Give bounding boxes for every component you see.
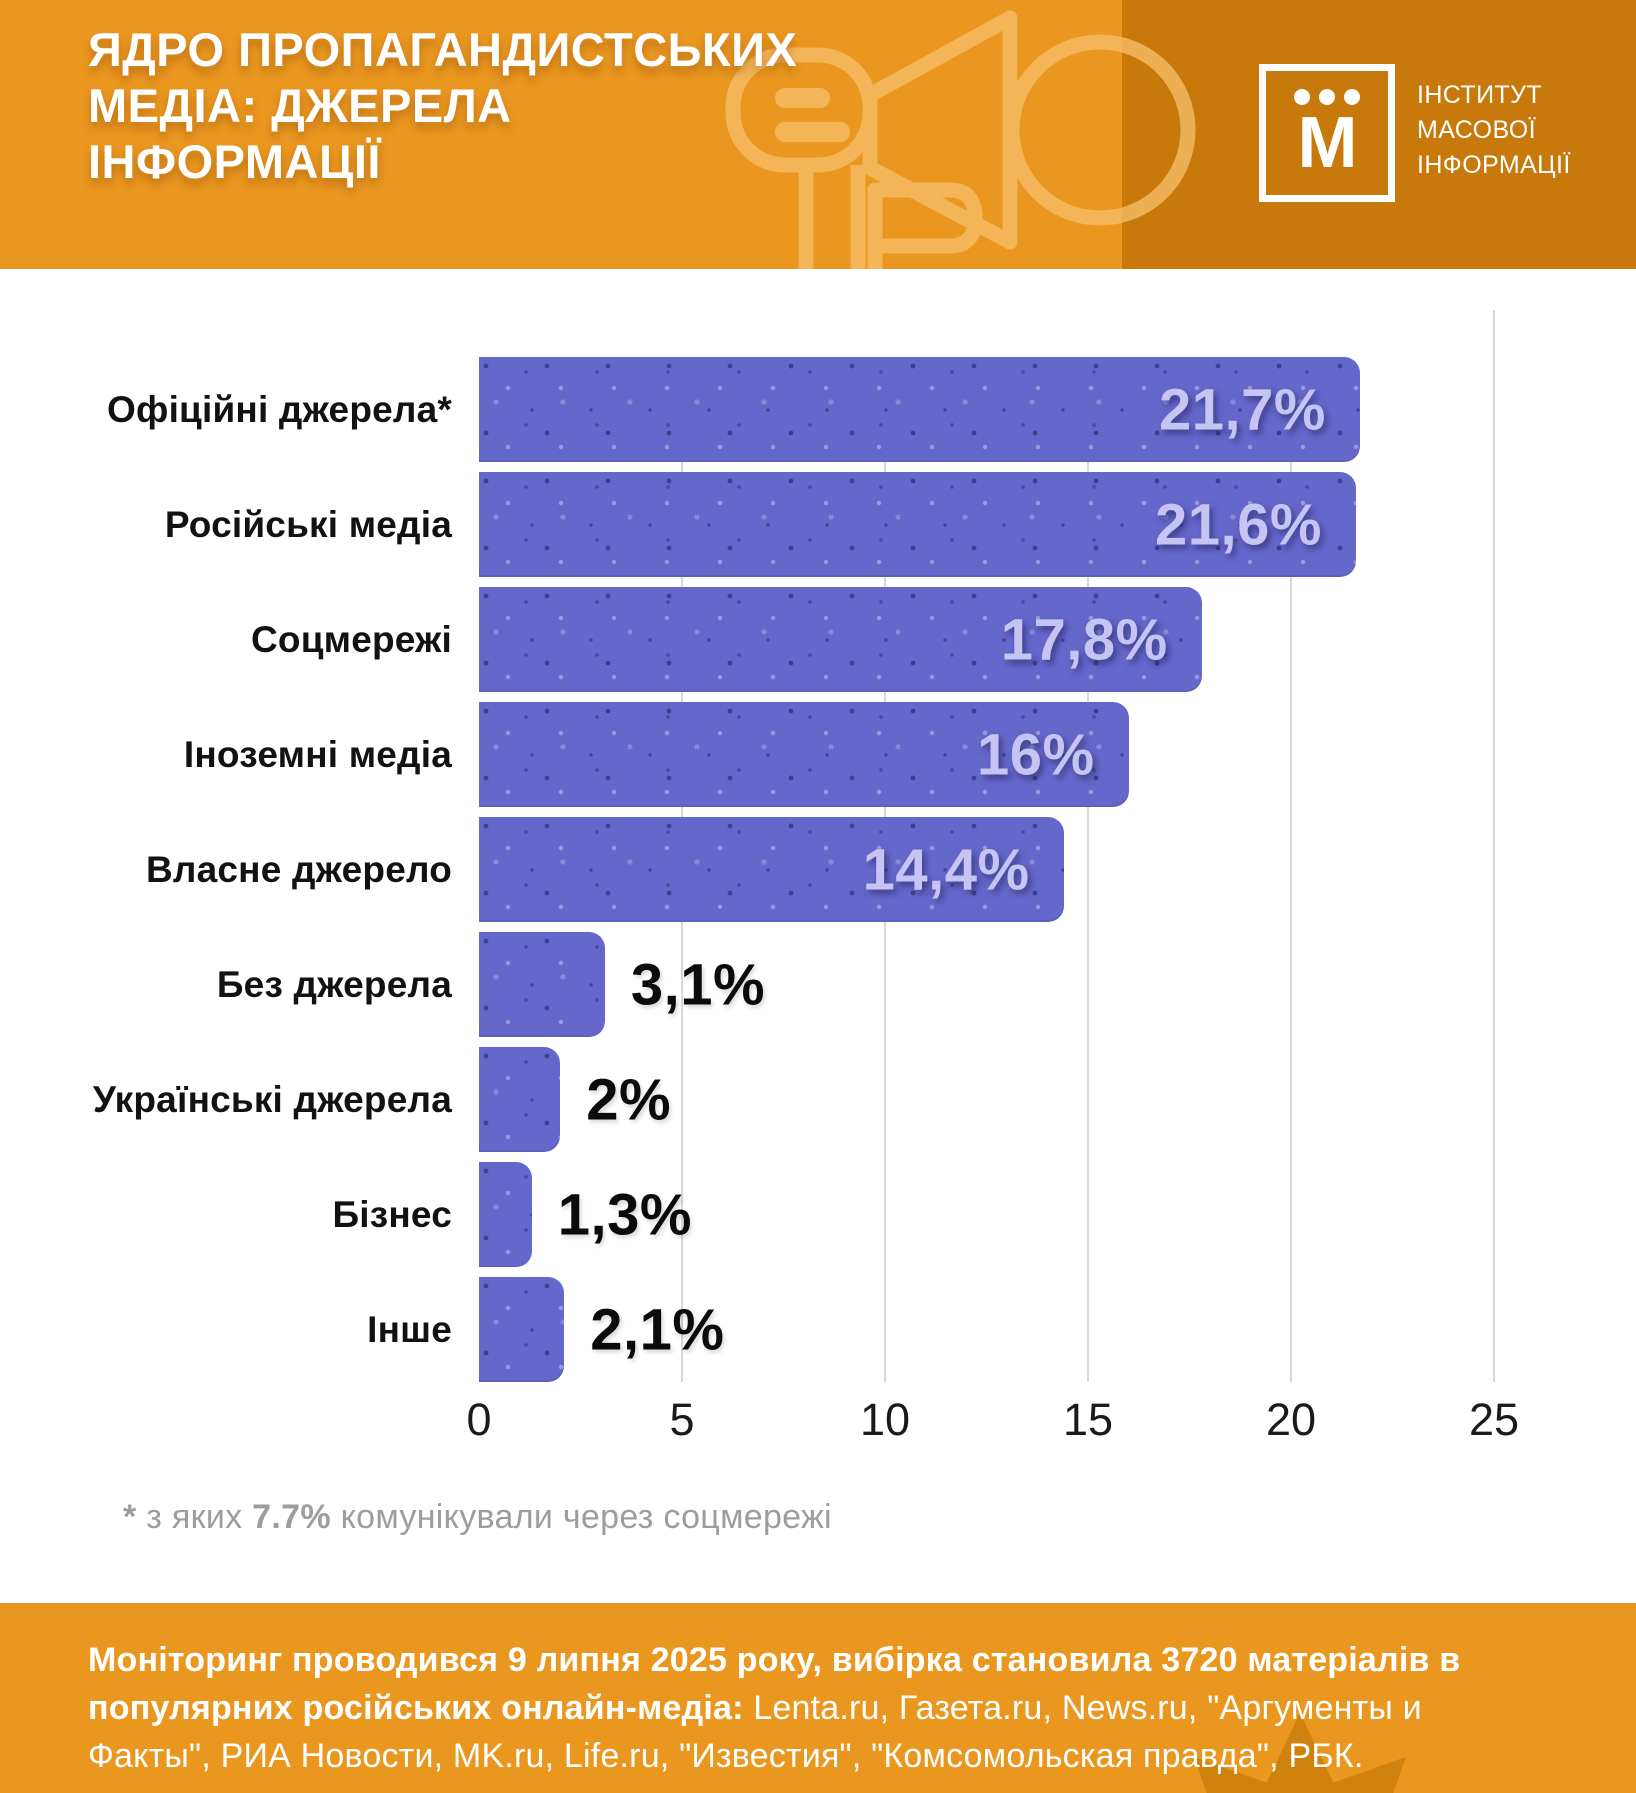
category-label: Українські джерела bbox=[92, 1078, 452, 1120]
footer-bold-text: Моніторинг проводився 9 липня 2025 року,… bbox=[88, 1641, 1461, 1727]
axis-tick-label: 5 bbox=[669, 1394, 695, 1445]
imi-logo: М ІНСТИТУТ МАСОВОЇ ІНФОРМАЦІЇ bbox=[1259, 64, 1571, 202]
bar-track: 16% bbox=[479, 702, 1494, 807]
footer: Моніторинг проводився 9 липня 2025 року,… bbox=[0, 1603, 1636, 1793]
page-title: ЯДРО ПРОПАГАНДИСТСЬКИХ МЕДІА: ДЖЕРЕЛА ІН… bbox=[88, 23, 798, 188]
bar-chart: Офіційні джерела* 21,7% Російські медіа … bbox=[0, 310, 1636, 1454]
bar-track: 21,7% bbox=[479, 357, 1494, 462]
bar-row: Іноземні медіа 16% bbox=[0, 702, 1636, 807]
value-label: 21,7% bbox=[1159, 377, 1327, 442]
axis-tick-label: 15 bbox=[1062, 1394, 1114, 1445]
bar-row: Українські джерела 2% bbox=[0, 1047, 1636, 1152]
footnote-star: * bbox=[123, 1498, 137, 1536]
bar: 16% bbox=[479, 702, 1129, 807]
value-label: 17,8% bbox=[1000, 607, 1168, 672]
bar bbox=[479, 1277, 565, 1382]
bar-track: 1,3% bbox=[479, 1162, 1494, 1267]
bar-track: 17,8% bbox=[479, 587, 1494, 692]
category-label: Соцмережі bbox=[250, 618, 452, 660]
category-label: Офіційні джерела* bbox=[107, 388, 452, 430]
megaphone-icon bbox=[725, 10, 1196, 269]
value-label: 2% bbox=[586, 1067, 672, 1132]
value-label: 14,4% bbox=[862, 837, 1030, 902]
value-label: 16% bbox=[977, 722, 1095, 787]
axis-tick-label: 20 bbox=[1265, 1394, 1317, 1445]
bar: 21,6% bbox=[479, 472, 1356, 577]
category-label: Російські медіа bbox=[164, 503, 452, 545]
x-axis: 0 5 10 15 20 25 bbox=[466, 1382, 1519, 1454]
header-right-panel bbox=[1122, 0, 1636, 269]
imi-logo-mark: М bbox=[1259, 64, 1395, 202]
bar-row: Бізнес 1,3% bbox=[0, 1162, 1636, 1267]
category-label: Без джерела bbox=[216, 963, 452, 1005]
logo-dots-icon bbox=[1294, 89, 1360, 106]
value-label: 1,3% bbox=[557, 1182, 692, 1247]
bar-track: 2,1% bbox=[479, 1277, 1494, 1382]
category-label: Власне джерело bbox=[146, 848, 452, 890]
value-label: 2,1% bbox=[590, 1297, 725, 1362]
header: ЯДРО ПРОПАГАНДИСТСЬКИХ МЕДІА: ДЖЕРЕЛА ІН… bbox=[0, 0, 1636, 269]
bar bbox=[479, 1047, 561, 1152]
axis-tick-label: 25 bbox=[1468, 1394, 1520, 1445]
imi-logo-text: ІНСТИТУТ МАСОВОЇ ІНФОРМАЦІЇ bbox=[1417, 81, 1571, 179]
footnote: * з яких 7.7% комунікували через соцмере… bbox=[123, 1498, 1636, 1537]
footnote-text: з яких bbox=[136, 1498, 253, 1536]
bar-row: Офіційні джерела* 21,7% bbox=[0, 357, 1636, 462]
footer-text: Моніторинг проводився 9 липня 2025 року,… bbox=[0, 1603, 1636, 1780]
bar bbox=[479, 1162, 532, 1267]
axis-tick-label: 0 bbox=[466, 1394, 492, 1445]
bar-row: Соцмережі 17,8% bbox=[0, 587, 1636, 692]
bar-track: 2% bbox=[479, 1047, 1494, 1152]
bar-track: 21,6% bbox=[479, 472, 1494, 577]
bar bbox=[479, 932, 605, 1037]
value-label: 3,1% bbox=[630, 952, 766, 1017]
axis-tick-label: 10 bbox=[859, 1394, 911, 1445]
bar-row: Власне джерело 14,4% bbox=[0, 817, 1636, 922]
bar-row: Без джерела 3,1% bbox=[0, 932, 1636, 1037]
value-label: 21,6% bbox=[1154, 492, 1322, 557]
bar-row: Російські медіа 21,6% bbox=[0, 472, 1636, 577]
footnote-bold-value: 7.7% bbox=[252, 1498, 331, 1536]
bar: 21,7% bbox=[479, 357, 1361, 462]
category-label: Бізнес bbox=[332, 1193, 452, 1235]
bar-rows: Офіційні джерела* 21,7% Російські медіа … bbox=[0, 357, 1636, 1382]
category-label: Іноземні медіа bbox=[183, 733, 452, 775]
logo-letter: М bbox=[1297, 103, 1358, 184]
bar: 17,8% bbox=[479, 587, 1202, 692]
footer-regular-text: Lenta.ru, Газета.ru, News.ru, "Аргументы… bbox=[88, 1689, 1422, 1775]
bar-track: 14,4% bbox=[479, 817, 1494, 922]
footnote-text-rest: комунікували через соцмережі bbox=[330, 1498, 832, 1536]
bar-row: Інше 2,1% bbox=[0, 1277, 1636, 1382]
category-label: Інше bbox=[367, 1308, 452, 1350]
bar: 14,4% bbox=[479, 817, 1064, 922]
flower-decoration-icon bbox=[1193, 1713, 1407, 1793]
bar-track: 3,1% bbox=[479, 932, 1494, 1037]
